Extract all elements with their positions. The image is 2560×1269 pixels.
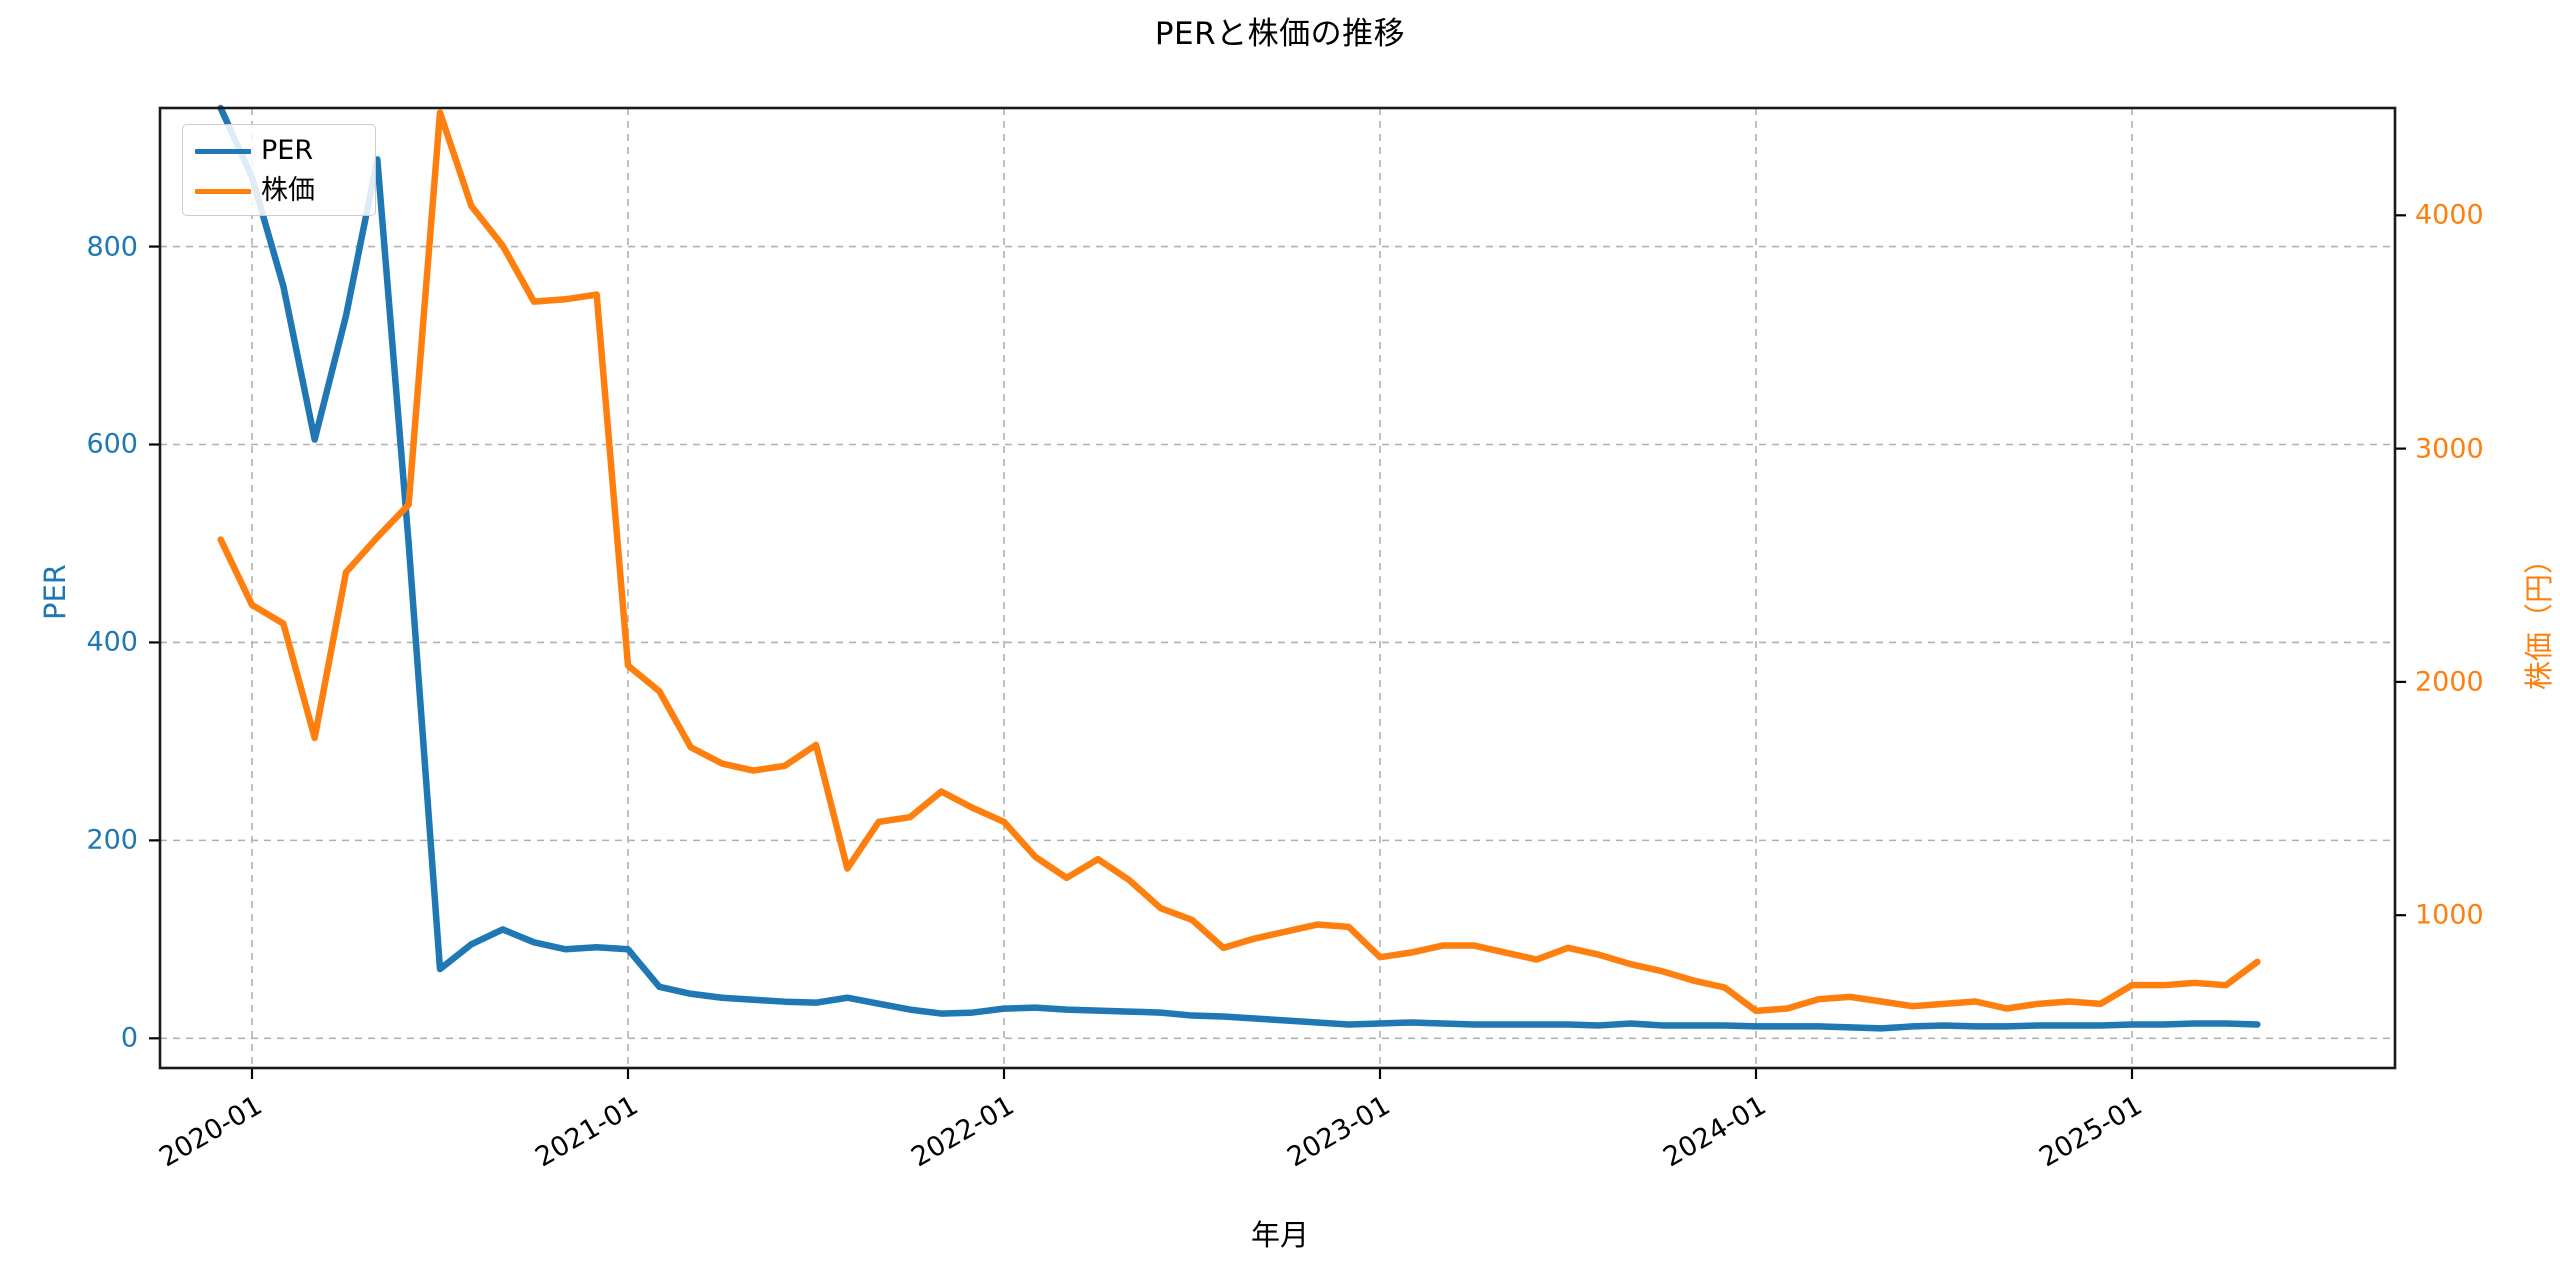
y-right-tick-4000: 4000 xyxy=(2415,199,2484,231)
axis-spines xyxy=(158,106,2397,1070)
x-axis-label: 年月 xyxy=(1250,1218,1309,1252)
y-right-tick-2000: 2000 xyxy=(2415,666,2484,698)
y-right-tick-3000: 3000 xyxy=(2415,433,2484,465)
series-line-株価 xyxy=(217,109,2261,1015)
legend-label-per: PER xyxy=(261,135,314,166)
legend-label-stockprice: 株価 xyxy=(261,175,315,206)
chart-legend: PER 株価 xyxy=(182,124,376,216)
tick-marks xyxy=(149,214,2406,1079)
y-axis-left-label: PER xyxy=(38,564,72,620)
data-series xyxy=(217,104,2261,1032)
y-left-tick-0: 0 xyxy=(120,1022,138,1054)
y-right-tick-1000: 1000 xyxy=(2415,899,2484,931)
y-left-tick-400: 400 xyxy=(86,626,138,658)
grid-lines xyxy=(160,108,2395,1068)
y-left-tick-600: 600 xyxy=(86,428,138,460)
series-line-PER xyxy=(217,104,2261,1032)
chart-title: PERと株価の推移 xyxy=(1154,16,1406,52)
y-axis-right-label: 株価（円） xyxy=(2522,544,2556,690)
legend-swatch-per xyxy=(195,149,251,154)
y-left-tick-200: 200 xyxy=(86,824,138,856)
legend-swatch-stockprice xyxy=(195,189,251,194)
y-left-tick-800: 800 xyxy=(86,231,138,263)
